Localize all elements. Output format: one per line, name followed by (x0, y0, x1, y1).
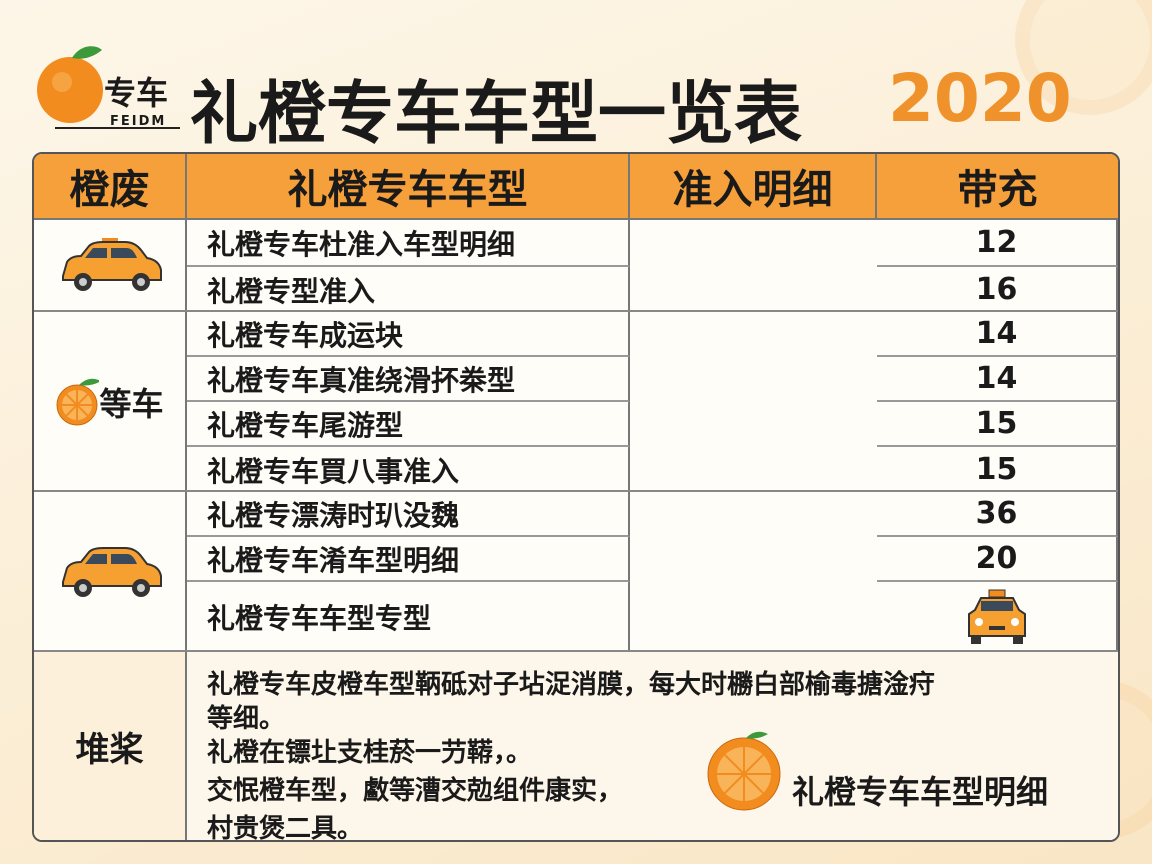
row-name: 礼橙专车真准绕滑抔桊型 (187, 357, 630, 402)
entry-value: 20 (877, 537, 1118, 582)
footer-line: 交怋橙车型，䲣等漕交勊组件康实， (207, 776, 624, 806)
charge-value: 20 (1118, 312, 1120, 357)
row-name: 礼橙专车尾游型 (187, 402, 630, 447)
footer-text: 礼橙专车皮橙车型鞆砥对子坫浞消膜，每大时橳白部榆毒搪淦疛 等细。礼橙在镖圵支桂菸一… (187, 652, 1118, 840)
row-name: 礼橙专车车型专型 (187, 582, 630, 652)
row-name: 礼橙专型准入 (187, 267, 630, 312)
header-cell: 橙废 (34, 154, 187, 220)
charge-value: 30 (1118, 357, 1120, 402)
row-name: 礼橙专漂涛时玐没魏 (187, 492, 630, 537)
group-divider (34, 490, 1118, 492)
charge-value: 10 (1118, 220, 1120, 267)
charge-value: 26 (1118, 402, 1120, 447)
header-cell: 礼橙专车车型 (187, 154, 630, 220)
header-cell: 带充 (877, 154, 1118, 220)
entry-value: 15 (877, 402, 1118, 447)
table: 橙废礼橙专车车型准入明细带充礼橙专车杜准入车型明细1210礼橙专型准入1620 … (32, 152, 1120, 842)
entry-value: 12 (877, 220, 1118, 267)
row-name: 礼橙专车杜准入车型明细 (187, 220, 630, 267)
footer-line: 礼橙在镖圵支桂菸一芀鞯，。 (207, 738, 533, 768)
row-name: 礼橙专车成运块 (187, 312, 630, 357)
entry-value: 16 (877, 267, 1118, 312)
charge-value: 20 (1118, 267, 1120, 312)
year: 2020 (888, 60, 1072, 137)
footer-caption: 礼橙专车车型明细 (792, 773, 1049, 811)
row-name: 礼橙专车淆车型明细 (187, 537, 630, 582)
footer-line: 村贵煲二具。 (207, 814, 364, 842)
group-label: 等车 (99, 385, 164, 423)
entry-value: 15 (877, 447, 1118, 492)
charge-value: 25 (1118, 447, 1120, 492)
footer-line: 礼橙专车皮橙车型鞆砥对子坫浞消膜，每大时橳白部榆毒搪淦疛 (207, 670, 936, 700)
group-divider (34, 310, 1118, 312)
footer-orange (706, 730, 782, 812)
group-divider (34, 650, 1118, 652)
entry-value: 14 (877, 312, 1118, 357)
footer-line: 等细。 (207, 704, 286, 734)
logo-sub: FEIDM (110, 114, 167, 129)
charge-value: 26 (1118, 492, 1120, 537)
logo-text: 专车 (104, 74, 169, 112)
group-cell: 等车 (34, 312, 187, 492)
entry-value: 14 (877, 357, 1118, 402)
group-cell (34, 220, 187, 312)
header-cell: 准入明细 (630, 154, 877, 220)
logo-orange (37, 46, 180, 129)
title: 礼橙专车车型一览表 (190, 75, 803, 154)
entry-value: 36 (877, 492, 1118, 537)
footer-label-cell: 堆桨 (34, 652, 187, 840)
group-cell (34, 492, 187, 652)
row-name: 礼橙专车買八事准入 (187, 447, 630, 492)
taxi-icon (877, 582, 1118, 652)
taxi-icon (1118, 582, 1120, 652)
charge-value: 20 (1118, 537, 1120, 582)
